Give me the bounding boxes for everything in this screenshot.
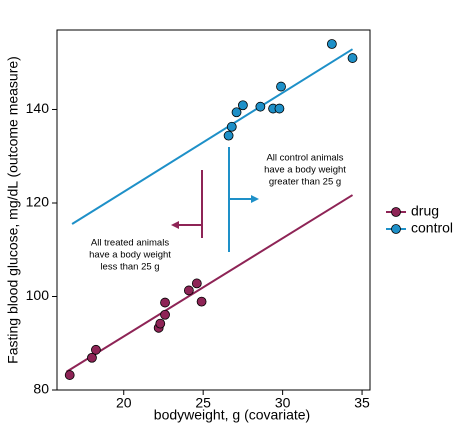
point: [223, 130, 234, 141]
plot-frame: [56, 29, 371, 391]
x-tick-label: 35: [354, 395, 370, 411]
annotation-text: have a body weight: [89, 250, 171, 261]
annotation-text: All treated animals: [91, 238, 169, 249]
x-tick-label: 20: [116, 395, 132, 411]
point: [326, 39, 337, 49]
x-tick-label: 30: [275, 395, 291, 411]
point: [87, 352, 97, 363]
annotation-text: have a body weight: [264, 165, 346, 176]
legend-label: drug: [411, 203, 439, 219]
arrow-head: [251, 195, 259, 203]
point: [91, 344, 101, 355]
point: [64, 370, 75, 380]
point: [183, 285, 194, 296]
point: [160, 309, 170, 320]
point: [347, 53, 358, 63]
fit-line: [66, 194, 354, 373]
y-tick-label: 80: [33, 381, 49, 397]
point: [160, 297, 170, 308]
y-tick-label: 140: [26, 100, 50, 116]
point: [274, 103, 285, 114]
y-axis-label: Fasting blood glucose, mg/dL (outcome me…: [5, 56, 21, 364]
point: [155, 318, 166, 329]
point: [276, 81, 286, 92]
legend-marker: [391, 224, 401, 234]
point: [226, 121, 237, 132]
control-annotation-arrow: [228, 147, 259, 252]
drug-annotation-arrow: [171, 170, 203, 238]
legend-label: control: [411, 220, 453, 236]
arrow-head: [171, 221, 179, 229]
y-tick-label: 120: [26, 194, 50, 210]
annotation-text: greater than 25 g: [269, 177, 341, 188]
annotation-text: less than 25 g: [100, 262, 159, 273]
point: [255, 101, 266, 112]
x-tick-label: 25: [195, 395, 211, 411]
legend-marker: [391, 207, 401, 217]
point: [191, 278, 202, 289]
point: [237, 100, 248, 111]
point: [231, 107, 242, 118]
point: [196, 296, 207, 307]
annotation-text: All control animals: [266, 153, 343, 164]
y-tick-label: 100: [26, 287, 50, 303]
x-axis-label: bodyweight, g (covariate): [154, 407, 310, 423]
fit-line: [71, 48, 354, 225]
